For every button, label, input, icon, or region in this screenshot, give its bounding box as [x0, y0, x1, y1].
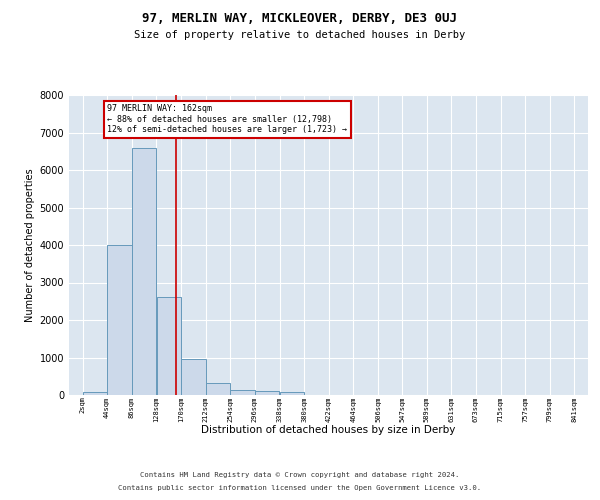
- Bar: [132, 148, 156, 395]
- Bar: [157, 297, 181, 395]
- Bar: [181, 359, 206, 395]
- Text: 97, MERLIN WAY, MICKLEOVER, DERBY, DE3 0UJ: 97, MERLIN WAY, MICKLEOVER, DERBY, DE3 0…: [143, 12, 458, 26]
- Text: Size of property relative to detached houses in Derby: Size of property relative to detached ho…: [134, 30, 466, 40]
- Text: 97 MERLIN WAY: 162sqm
← 88% of detached houses are smaller (12,798)
12% of semi-: 97 MERLIN WAY: 162sqm ← 88% of detached …: [107, 104, 347, 134]
- Bar: [206, 384, 230, 395]
- Bar: [280, 392, 304, 395]
- Text: Contains public sector information licensed under the Open Government Licence v3: Contains public sector information licen…: [118, 485, 482, 491]
- Y-axis label: Number of detached properties: Number of detached properties: [25, 168, 35, 322]
- X-axis label: Distribution of detached houses by size in Derby: Distribution of detached houses by size …: [202, 424, 455, 434]
- Bar: [230, 390, 255, 395]
- Bar: [255, 391, 280, 395]
- Text: Contains HM Land Registry data © Crown copyright and database right 2024.: Contains HM Land Registry data © Crown c…: [140, 472, 460, 478]
- Bar: [107, 245, 131, 395]
- Bar: [83, 392, 107, 395]
